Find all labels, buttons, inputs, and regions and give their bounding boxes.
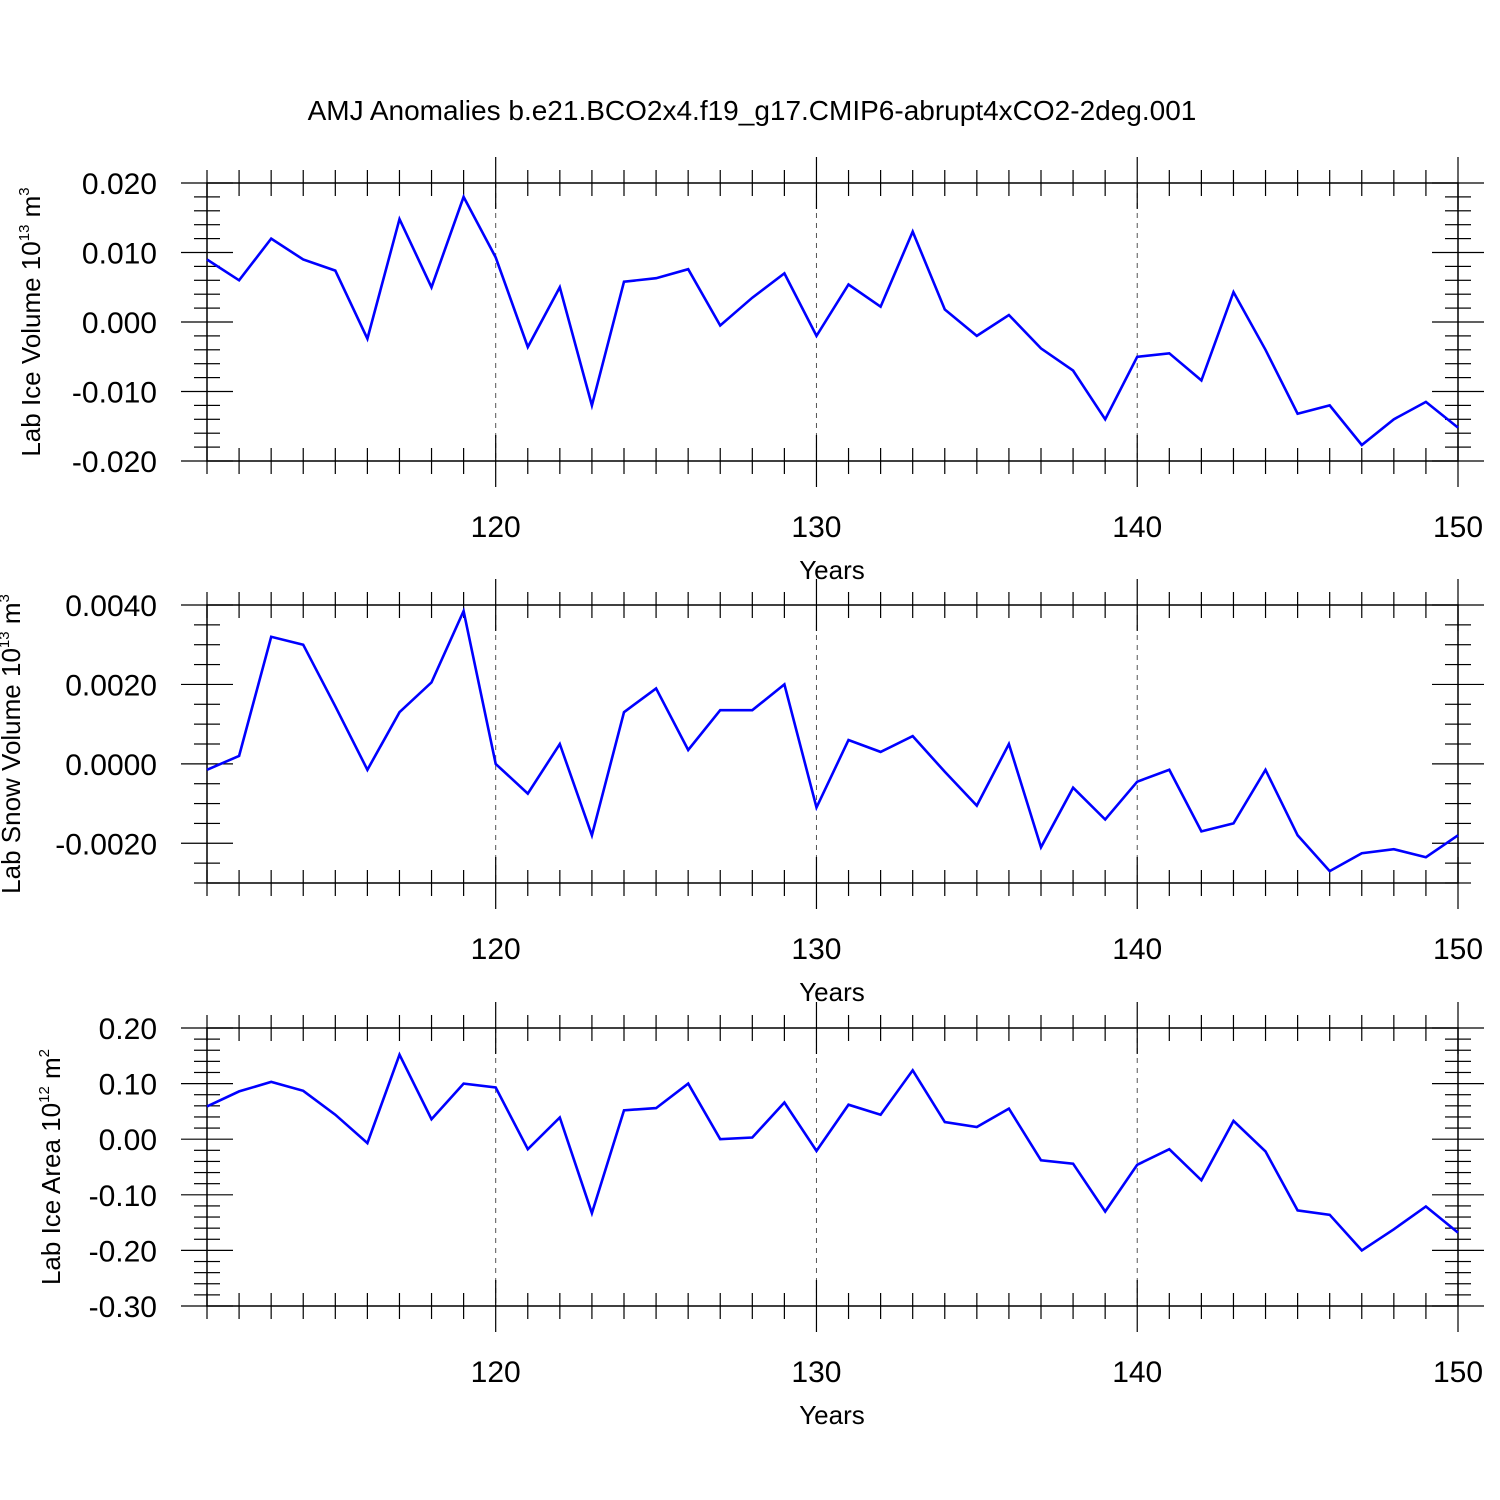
x-axis-label: Years — [799, 555, 865, 585]
x-tick-label: 120 — [471, 1356, 521, 1389]
grid-lines — [495, 1028, 1138, 1306]
y-tick-label: 0.010 — [82, 238, 157, 271]
x-axis-label: Years — [799, 977, 865, 1007]
y-tick-label: -0.020 — [72, 446, 157, 479]
x-tick-label: 150 — [1433, 1356, 1483, 1389]
y-label-unit-exponent: 3 — [0, 594, 13, 602]
y-label-unit: m — [0, 603, 26, 632]
y-tick-label: 0.00 — [99, 1124, 157, 1157]
x-tick-label: 140 — [1112, 1356, 1162, 1389]
tick-marks — [181, 157, 1484, 487]
tick-marks — [181, 579, 1484, 909]
series-line — [206, 1051, 1459, 1253]
x-tick-label: 120 — [471, 933, 521, 966]
panel-ice-volume: 120 130 140 150 0.020 0.010 0.000 -0.010 -0.020… — [16, 157, 1484, 585]
y-label-text: Lab Ice Volume 10 — [16, 241, 46, 456]
y-tick-label: -0.10 — [89, 1180, 157, 1213]
y-label-text: Lab Ice Area 10 — [36, 1103, 66, 1285]
panel-snow-volume: 120 130 140 150 0.0040 0.0020 0.0000 -0.0020 Y… — [0, 579, 1484, 1007]
tick-marks — [181, 1002, 1484, 1332]
series-line — [206, 193, 1459, 447]
y-axis-label: Lab Ice Volume 1013 m3 — [16, 187, 46, 456]
y-label-unit: m — [16, 196, 46, 225]
y-axis-label: Lab Ice Area 1012 m2 — [36, 1049, 66, 1285]
y-label-text: Lab Snow Volume 10 — [0, 648, 26, 894]
y-label-unit: m — [36, 1057, 66, 1086]
y-label-unit-exponent: 3 — [16, 187, 33, 195]
y-label-exponent: 12 — [36, 1086, 53, 1103]
y-tick-label: -0.30 — [89, 1291, 157, 1324]
x-tick-label: 130 — [791, 933, 841, 966]
y-label-exponent: 13 — [0, 631, 13, 648]
x-tick-label: 130 — [791, 511, 841, 544]
x-tick-label: 120 — [471, 511, 521, 544]
y-tick-label: 0.20 — [99, 1013, 157, 1046]
series-line — [206, 606, 1459, 873]
y-tick-label: -0.20 — [89, 1235, 157, 1268]
y-label-exponent: 13 — [16, 225, 33, 242]
y-tick-label: 0.0040 — [65, 590, 157, 623]
x-tick-label: 150 — [1433, 511, 1483, 544]
x-axis-label: Years — [799, 1400, 865, 1430]
x-tick-labels: 120 130 140 150 — [471, 1356, 1483, 1389]
y-axis-label: Lab Snow Volume 1013 m3 — [0, 594, 26, 894]
y-tick-labels: 0.0040 0.0020 0.0000 -0.0020 — [55, 590, 157, 861]
grid-lines — [495, 183, 1138, 461]
x-tick-label: 130 — [791, 1356, 841, 1389]
plot-frame — [206, 1027, 1459, 1307]
plot-frame — [206, 604, 1459, 884]
y-tick-label: -0.0020 — [55, 828, 157, 861]
x-tick-label: 150 — [1433, 933, 1483, 966]
x-tick-label: 140 — [1112, 511, 1162, 544]
grid-lines — [495, 605, 1138, 883]
y-tick-label: -0.010 — [72, 377, 157, 410]
y-tick-label: 0.0020 — [65, 669, 157, 702]
x-tick-label: 140 — [1112, 933, 1162, 966]
panel-ice-area: 120 130 140 150 0.20 0.10 0.00 -0.10 -0.20 -0.30… — [36, 1002, 1484, 1430]
y-tick-label: 0.10 — [99, 1069, 157, 1102]
y-tick-labels: 0.020 0.010 0.000 -0.010 -0.020 — [72, 168, 157, 479]
y-tick-labels: 0.20 0.10 0.00 -0.10 -0.20 -0.30 — [89, 1013, 157, 1324]
y-label-unit-exponent: 2 — [36, 1049, 53, 1057]
plot-frame — [206, 182, 1459, 462]
y-tick-label: 0.0000 — [65, 749, 157, 782]
x-tick-labels: 120 130 140 150 — [471, 933, 1483, 966]
figure-title: AMJ Anomalies b.e21.BCO2x4.f19_g17.CMIP6… — [308, 95, 1197, 126]
y-tick-label: 0.000 — [82, 307, 157, 340]
y-tick-label: 0.020 — [82, 168, 157, 201]
x-tick-labels: 120 130 140 150 — [471, 511, 1483, 544]
